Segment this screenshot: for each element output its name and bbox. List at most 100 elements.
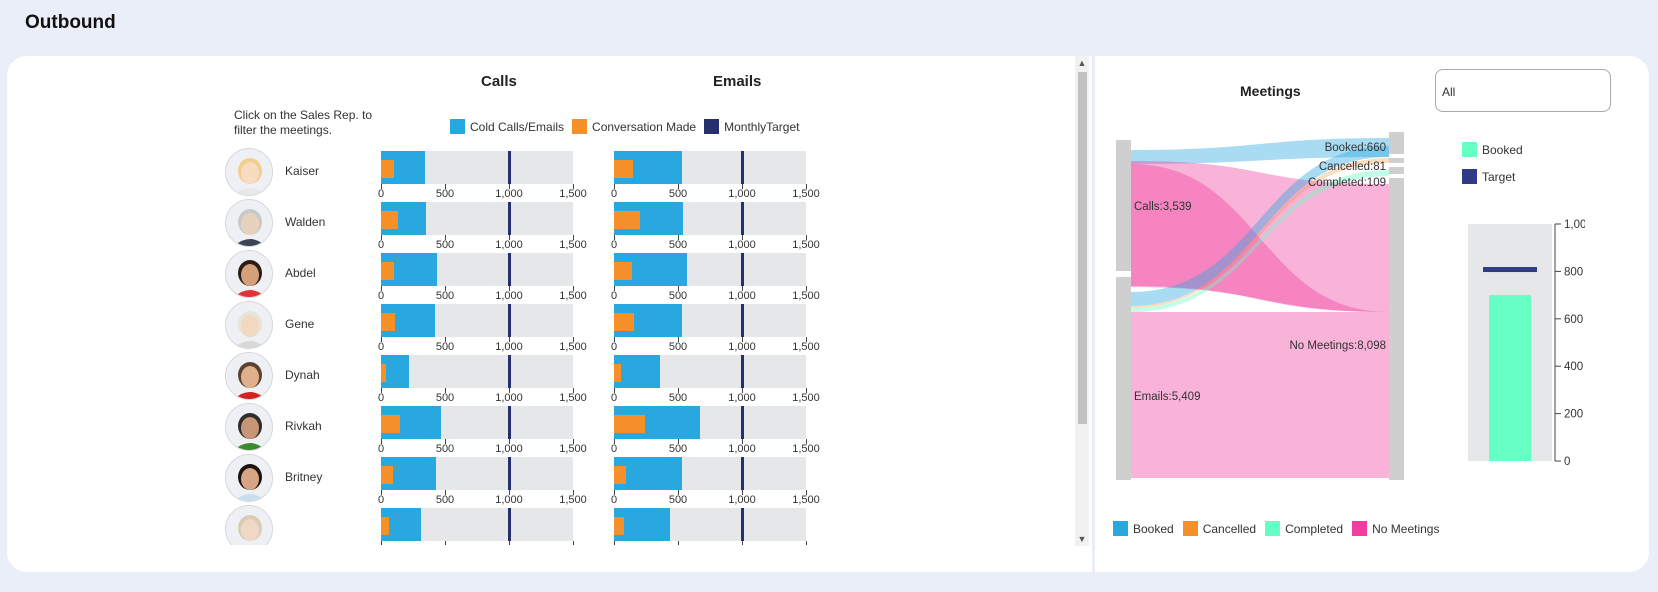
axis-tick — [381, 184, 382, 189]
link-calls-to-nomeetings[interactable] — [1131, 161, 1389, 312]
sankey-node-booked[interactable] — [1389, 132, 1404, 154]
sales-rep-name[interactable]: Abdel — [285, 266, 316, 280]
sales-rep-name[interactable]: Kaiser — [285, 164, 320, 178]
avatar[interactable] — [225, 454, 273, 502]
axis-tick — [806, 286, 807, 291]
meetings-sankey-chart[interactable]: Calls:3,539 Emails:5,409 Booked:660 Canc… — [1110, 132, 1440, 512]
avatar[interactable] — [225, 148, 273, 196]
axis-tick — [678, 184, 679, 189]
conversation-bar[interactable] — [381, 313, 396, 331]
sales-rep-list[interactable]: Kaiser 0 500 1,000 1,500 0 500 1,000 1,500 Walden… — [200, 145, 1080, 545]
axis-tick-label: 0 — [610, 494, 618, 506]
sales-rep-name[interactable]: Walden — [285, 215, 326, 229]
conversation-bar[interactable] — [614, 415, 645, 433]
conversation-bar[interactable] — [614, 160, 634, 178]
avatar[interactable] — [225, 199, 273, 247]
target-marker — [508, 253, 511, 286]
axis-tick-label: 1,500 — [559, 341, 587, 353]
avatar[interactable] — [225, 250, 273, 298]
cold-bar[interactable] — [614, 355, 661, 388]
conversation-bar[interactable] — [381, 160, 394, 178]
conversation-bar[interactable] — [381, 517, 389, 535]
conversation-bar[interactable] — [381, 364, 387, 382]
sales-rep-row[interactable]: Rivkah 0 500 1,000 1,500 0 500 1,000 1,500 — [200, 400, 1080, 455]
gauge-tick-label: 0 — [1564, 456, 1570, 468]
sankey-node-nomeetings[interactable] — [1389, 178, 1404, 480]
legend-label-target: MonthlyTarget — [724, 119, 800, 134]
scroll-down-icon[interactable]: ▼ — [1077, 534, 1087, 544]
axis-tick — [614, 541, 615, 545]
sales-rep-row[interactable]: Gene 0 500 1,000 1,500 0 500 1,000 1,500 — [200, 298, 1080, 353]
sales-rep-name[interactable]: Gene — [285, 317, 315, 331]
sales-rep-row[interactable]: Dynah 0 500 1,000 1,500 0 500 1,000 1,500 — [200, 349, 1080, 404]
conversation-bar[interactable] — [381, 211, 398, 229]
conversation-bar[interactable] — [614, 211, 640, 229]
gauge-booked-bar[interactable] — [1489, 295, 1531, 461]
scroll-up-icon[interactable]: ▲ — [1077, 58, 1087, 68]
gauge-target-marker[interactable] — [1483, 267, 1537, 273]
sales-rep-row[interactable]: Britney 0 500 1,000 1,500 0 500 1,000 1,500 — [200, 451, 1080, 506]
sales-rep-name[interactable]: Britney — [285, 470, 323, 484]
axis-tick — [573, 286, 574, 291]
bullet-axis: 0 500 1,000 1,500 — [378, 337, 587, 353]
meetings-filter-select[interactable]: All — [1435, 69, 1611, 112]
conversation-bar[interactable] — [614, 466, 627, 484]
link-emails-cancelled[interactable] — [1131, 158, 1389, 308]
legend-swatch-cancelled — [1182, 521, 1198, 536]
legend-item-booked: Booked — [1113, 521, 1174, 536]
booked-vs-target-gauge[interactable]: 0 200 400 600 800 1,000 — [1465, 214, 1585, 474]
axis-tick — [381, 541, 382, 545]
sales-rep-name[interactable]: Dynah — [285, 368, 320, 382]
bullet-axis: 0 500 1,000 1,500 — [611, 235, 820, 251]
conversation-bar[interactable] — [614, 313, 635, 331]
target-marker — [508, 304, 511, 337]
conversation-bar[interactable] — [381, 466, 393, 484]
link-emails-booked[interactable] — [1131, 146, 1389, 306]
axis-tick — [573, 541, 574, 545]
link-emails-nomeetings[interactable] — [1131, 312, 1389, 478]
sankey-node-completed[interactable] — [1389, 167, 1404, 174]
avatar[interactable] — [225, 301, 273, 349]
conversation-bar[interactable] — [614, 517, 625, 535]
avatar[interactable] — [225, 505, 273, 545]
conversation-bar[interactable] — [614, 364, 622, 382]
scroll-thumb[interactable] — [1078, 72, 1087, 424]
sankey-node-emails[interactable] — [1116, 277, 1131, 480]
sales-rep-row[interactable]: Walden 0 500 1,000 1,500 0 500 1,000 1,500 — [200, 196, 1080, 251]
avatar[interactable] — [225, 403, 273, 451]
link-calls-nomeetings[interactable] — [1131, 164, 1389, 312]
avatar[interactable] — [225, 352, 273, 400]
link-calls-booked[interactable] — [1131, 138, 1389, 164]
link-emails-completed[interactable] — [1131, 170, 1389, 312]
axis-tick-label: 1,000 — [728, 239, 756, 251]
sankey-node-cancelled[interactable] — [1389, 158, 1404, 163]
sankey-node-calls[interactable] — [1116, 140, 1131, 271]
conversation-bar[interactable] — [381, 262, 395, 280]
conversation-bar[interactable] — [614, 262, 632, 280]
avatar-photo-icon — [226, 149, 272, 195]
rep-list-scrollbar[interactable]: ▲ ▼ — [1075, 56, 1089, 546]
sales-rep-row[interactable]: Abdel 0 500 1,000 1,500 0 500 1,000 1,500 — [200, 247, 1080, 302]
sales-rep-row[interactable]: Kaiser 0 500 1,000 1,500 0 500 1,000 1,500 — [200, 145, 1080, 200]
axis-tick — [445, 490, 446, 495]
bullet-axis: 0 500 1,000 1,500 — [611, 184, 820, 200]
sales-rep-name[interactable]: Rivkah — [285, 419, 322, 433]
conversation-bar[interactable] — [381, 415, 401, 433]
